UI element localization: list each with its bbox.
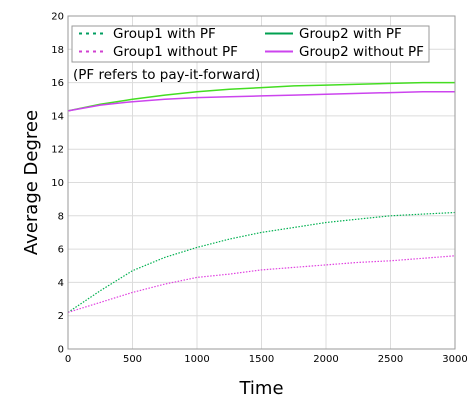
legend: Group1 with PF Group2 with PF Group1 witho…: [71, 25, 430, 63]
legend-label: Group2 with PF: [299, 26, 402, 42]
y-tick-label: 12: [51, 145, 64, 156]
y-tick-label: 20: [51, 12, 64, 23]
x-tick-label: 2000: [313, 354, 338, 365]
grid-lines: [67, 15, 456, 350]
y-tick-label: 16: [51, 78, 64, 89]
x-tick-label: 3000: [442, 354, 467, 365]
tick-labels: 0 500 1000 1500 2000 2500 3000 0 2 4 6 8 10 12 14 16 18 2…: [51, 12, 467, 366]
x-tick-label: 500: [123, 354, 142, 365]
x-tick-label: 1500: [249, 354, 274, 365]
series-line-group2-without-pf: [67, 91, 455, 112]
y-tick-label: 4: [58, 278, 64, 289]
x-tick-label: 0: [65, 354, 71, 365]
legend-label: Group2 without PF: [299, 44, 424, 60]
y-tick-label: 0: [58, 345, 64, 356]
y-axis-title: Average Degree: [21, 110, 42, 255]
plot-frame: [67, 15, 456, 350]
series-layer: [67, 81, 456, 313]
series-line-group2-with-pf: [67, 81, 455, 112]
annotation-note: (PF refers to pay-it-forward): [73, 67, 260, 83]
y-tick-label: 2: [58, 311, 64, 322]
x-axis-title: Time: [238, 378, 283, 399]
legend-box: [71, 25, 430, 63]
x-tick-label: 1000: [184, 354, 209, 365]
x-tick-label: 2500: [378, 354, 403, 365]
y-tick-label: 6: [58, 245, 64, 256]
series-line-group1-without-pf: [67, 255, 456, 313]
y-tick-label: 14: [51, 111, 64, 122]
legend-label: Group1 with PF: [113, 26, 216, 42]
legend-label: Group1 without PF: [113, 44, 238, 60]
y-tick-label: 18: [51, 45, 64, 56]
y-tick-label: 10: [51, 178, 64, 189]
y-tick-label: 8: [58, 211, 64, 222]
